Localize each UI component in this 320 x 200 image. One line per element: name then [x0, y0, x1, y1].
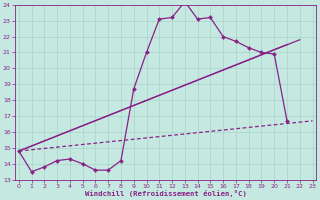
X-axis label: Windchill (Refroidissement éolien,°C): Windchill (Refroidissement éolien,°C) — [85, 190, 247, 197]
